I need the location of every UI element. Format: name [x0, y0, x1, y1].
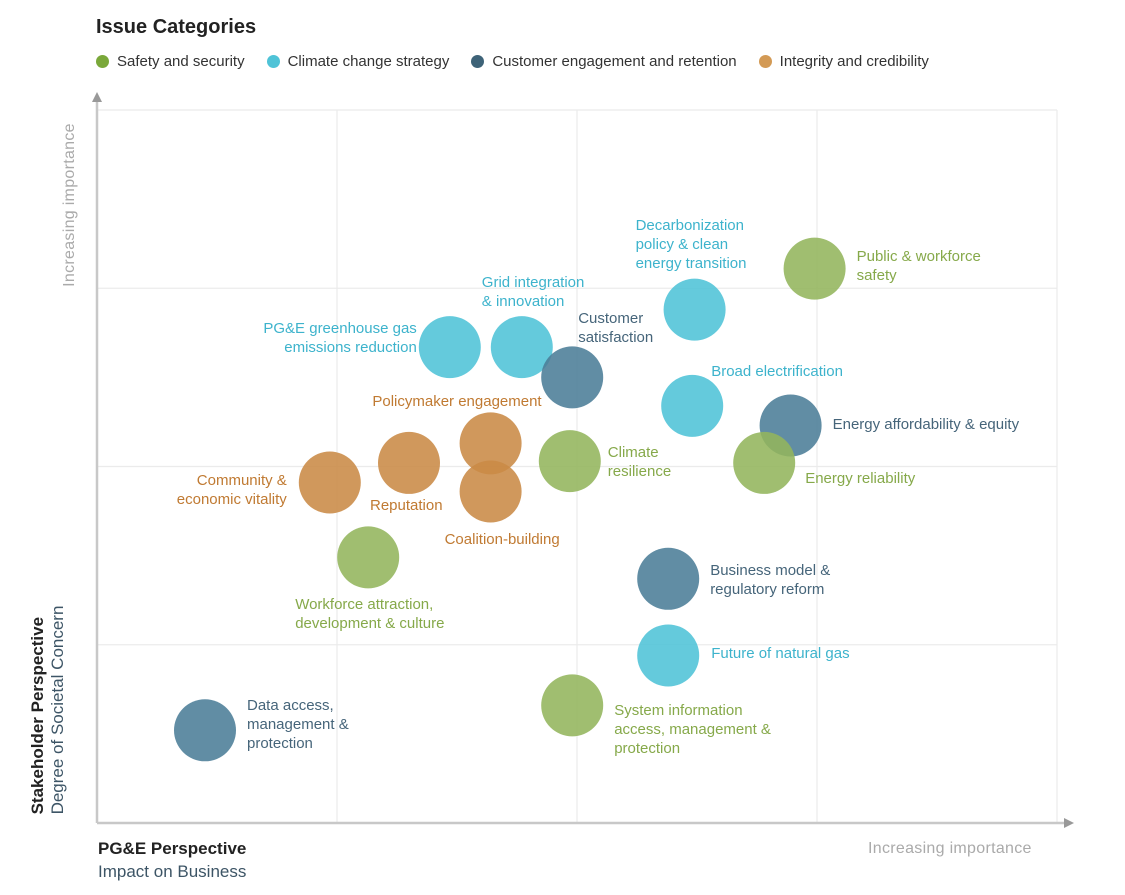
y-axis-subtitle: Degree of Societal Concern: [48, 605, 67, 815]
point-label: Future of natural gas: [711, 645, 850, 663]
legend-dot-icon: [758, 55, 772, 68]
point-label: Energy reliability: [805, 469, 916, 487]
bubble-point: [459, 412, 522, 475]
point-label: Customer satisfaction: [578, 310, 654, 347]
bubble-point: [538, 430, 601, 493]
bubble-point: [490, 316, 553, 379]
bubble-point: [541, 346, 604, 409]
point-label: Grid integration & innovation: [481, 274, 585, 311]
bubble-point: [661, 374, 724, 437]
x-axis-title-main: PG&E Perspective: [98, 839, 247, 858]
point-label: Business model & regulatory reform: [710, 561, 831, 598]
legend-title: Issue Categories: [96, 16, 257, 38]
bubble-point: [459, 460, 522, 523]
legend-label: Climate change strategy: [287, 53, 450, 70]
point-label: Decarbonization policy & clean energy tr…: [635, 216, 747, 272]
legend: Safety and security Climate change strat…: [96, 53, 929, 70]
bubble-point: [637, 547, 700, 610]
legend-item-safety: Safety and security: [96, 53, 245, 70]
legend-item-integrity: Integrity and credibility: [758, 53, 929, 70]
point-label: Broad electrification: [711, 362, 843, 380]
x-axis-subtitle: Impact on Business: [98, 862, 247, 881]
y-direction-label: Increasing importance: [61, 123, 78, 287]
point-label: Community & economic vitality: [176, 471, 287, 508]
point-label: Energy affordability & equity: [832, 415, 1020, 433]
y-axis-title-main: Stakeholder Perspective: [28, 616, 47, 815]
point-label: Public & workforce safety: [856, 247, 981, 284]
bubble-point: [733, 431, 796, 494]
point-label: Data access, management & protection: [247, 697, 349, 753]
legend-label: Integrity and credibility: [779, 53, 929, 70]
bubble-point: [378, 431, 440, 494]
legend-item-climate: Climate change strategy: [266, 53, 450, 70]
bubble-point: [418, 316, 481, 379]
bubble-point: [783, 237, 846, 300]
bubble-point: [337, 526, 400, 589]
bubble-point: [541, 674, 604, 737]
bubble-point: [174, 699, 236, 762]
point-label: PG&E greenhouse gas emissions reduction: [263, 320, 417, 357]
y-axis-title: Stakeholder Perspective Degree of Societ…: [28, 606, 68, 815]
x-axis-title: PG&E Perspective Impact on Business: [98, 838, 246, 884]
bubble-point: [663, 278, 726, 341]
legend-dot-icon: [266, 55, 280, 68]
point-label: Reputation: [370, 496, 443, 514]
y-axis-arrow-icon: [92, 92, 102, 102]
point-label: System information access, management & …: [614, 702, 771, 758]
bubble-point: [637, 624, 700, 687]
legend-dot-icon: [96, 55, 109, 68]
bubble-point: [298, 451, 361, 514]
legend-label: Customer engagement and retention: [492, 53, 737, 70]
x-direction-label: Increasing importance: [868, 840, 1032, 857]
point-label: Climate resilience: [607, 444, 672, 481]
point-label: Coalition-building: [444, 531, 560, 549]
legend-item-customer: Customer engagement and retention: [471, 53, 737, 70]
point-label: Workforce attraction, development & cult…: [295, 596, 445, 633]
x-axis-arrow-icon: [1064, 818, 1074, 828]
legend-label: Safety and security: [117, 53, 245, 70]
point-label: Policymaker engagement: [372, 393, 542, 411]
legend-dot-icon: [471, 55, 485, 68]
